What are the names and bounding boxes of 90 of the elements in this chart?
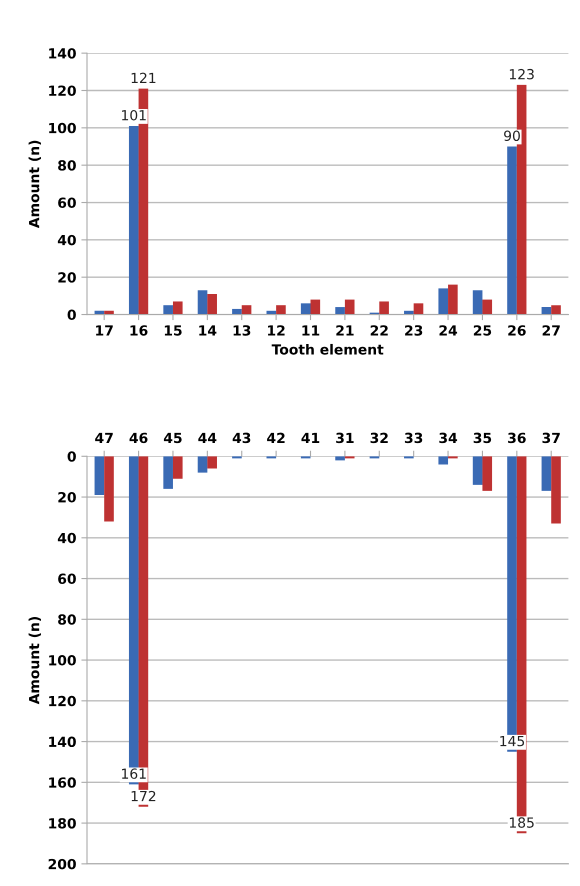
bar: [448, 284, 458, 315]
y-tick-label: 40: [58, 234, 76, 246]
x-tick-label: 47: [95, 432, 113, 443]
bar: [551, 456, 561, 524]
bar: [207, 294, 217, 315]
bar: [414, 303, 424, 315]
bar: [310, 300, 320, 315]
y-tick-label: 20: [58, 272, 76, 283]
y-tick-label: 200: [48, 858, 76, 870]
bar: [300, 303, 311, 315]
data-label: 121: [132, 72, 156, 83]
x-tick-label: 17: [96, 325, 113, 336]
x-tick-label: 46: [130, 432, 148, 444]
x-tick-label: 43: [232, 432, 250, 444]
data-label: 145: [500, 736, 524, 746]
bar: [163, 305, 173, 315]
x-tick-label: 36: [508, 432, 526, 444]
y-tick-label: 60: [58, 574, 76, 584]
bar: [542, 456, 552, 491]
bar: [207, 456, 217, 469]
bar: [128, 126, 139, 315]
bar: [542, 307, 552, 315]
x-tick-label: 37: [542, 432, 560, 444]
bar: [276, 305, 286, 315]
x-tick-label: 26: [508, 325, 526, 336]
data-label: 90: [504, 130, 520, 142]
x-tick-label: 35: [474, 432, 492, 444]
bar: [472, 290, 482, 315]
y-tick-label: 40: [58, 532, 76, 544]
y-tick-label: 80: [58, 160, 76, 171]
x-tick-label: 15: [164, 325, 182, 336]
bar: [438, 288, 448, 315]
x-axis-title: Tooth element: [272, 344, 384, 355]
bar: [379, 301, 389, 315]
x-tick-label: 44: [198, 432, 216, 443]
y-tick-label: 100: [49, 122, 76, 134]
y-tick-label: 60: [58, 197, 76, 208]
bar: [551, 305, 561, 315]
y-tick-label: 0: [68, 310, 76, 320]
data-label: 101: [122, 110, 146, 120]
x-tick-label: 31: [336, 432, 354, 444]
x-tick-label: 22: [370, 325, 388, 336]
bar: [335, 456, 345, 460]
y-tick-label: 140: [49, 48, 76, 59]
bar: [335, 307, 345, 315]
y-tick-label: 120: [49, 696, 76, 706]
x-tick-label: 13: [234, 325, 250, 336]
bar: [104, 456, 114, 522]
bar: [472, 456, 482, 485]
x-tick-label: 11: [302, 325, 320, 336]
y-tick-label: 140: [49, 736, 76, 748]
bar: [172, 456, 183, 479]
x-tick-label: 27: [542, 325, 560, 336]
bar: [438, 456, 448, 464]
x-tick-label: 14: [199, 325, 216, 336]
bar: [482, 456, 492, 491]
x-tick-label: 24: [439, 325, 458, 336]
y-tick-label: 0: [68, 451, 76, 462]
x-tick-label: 16: [130, 325, 148, 336]
x-tick-label: 32: [370, 432, 388, 444]
bar: [94, 456, 104, 496]
x-tick-label: 45: [164, 432, 182, 444]
bar: [172, 301, 183, 315]
x-tick-label: 12: [268, 325, 285, 336]
y-tick-label: 20: [58, 492, 76, 503]
data-label: 123: [510, 68, 534, 80]
x-tick-label: 23: [405, 325, 422, 336]
x-tick-label: 33: [404, 432, 422, 444]
bar: [507, 146, 517, 315]
data-label: 172: [132, 790, 156, 802]
y-tick-label: 180: [49, 818, 76, 829]
x-tick-label: 34: [439, 432, 458, 444]
bar: [198, 456, 208, 473]
data-label: 161: [122, 768, 146, 779]
x-tick-label: 21: [336, 325, 354, 336]
bar: [344, 300, 355, 315]
data-label: 185: [510, 817, 534, 828]
y-tick-label: 100: [49, 655, 76, 666]
x-tick-label: 42: [267, 432, 285, 443]
x-tick-label: 25: [474, 325, 492, 336]
y-tick-label: 80: [58, 614, 76, 625]
bar: [482, 300, 492, 315]
bar: [242, 305, 252, 315]
bar: [163, 456, 173, 489]
y-axis-title: Amount (n): [28, 140, 41, 228]
y-tick-label: 120: [49, 85, 76, 96]
y-axis-title: Amount (n): [28, 616, 41, 704]
x-tick-label: 41: [301, 432, 320, 443]
bar: [198, 290, 208, 315]
y-tick-label: 160: [49, 777, 76, 788]
